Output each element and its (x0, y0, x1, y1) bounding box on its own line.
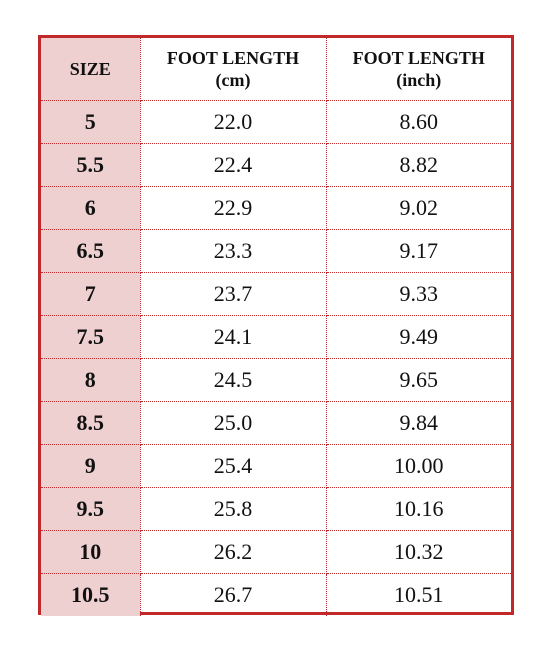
table-row: 5 22.0 8.60 (41, 100, 511, 144)
foot-length-inch-cell: 10.32 (326, 530, 511, 574)
size-cell: 7.5 (41, 315, 141, 359)
foot-length-inch-cell: 9.33 (326, 272, 511, 316)
foot-length-inch-cell: 9.84 (326, 401, 511, 445)
foot-length-inch-cell: 9.17 (326, 229, 511, 273)
table-row: 9 25.4 10.00 (41, 444, 511, 488)
foot-length-cm-cell: 22.0 (140, 100, 327, 144)
size-cell: 5.5 (41, 143, 141, 187)
table-row: 10 26.2 10.32 (41, 530, 511, 574)
foot-length-cm-cell: 25.8 (140, 487, 327, 531)
foot-length-cm-cell: 24.5 (140, 358, 327, 402)
table-row: 8 24.5 9.65 (41, 358, 511, 402)
foot-length-cm-cell: 23.7 (140, 272, 327, 316)
foot-length-cm-cell: 22.4 (140, 143, 327, 187)
foot-length-cm-cell: 22.9 (140, 186, 327, 230)
inch-header-line1: FOOT LENGTH (352, 47, 485, 68)
table-row: 6.5 23.3 9.17 (41, 229, 511, 273)
foot-length-inch-cell: 10.16 (326, 487, 511, 531)
size-chart-table: SIZE FOOT LENGTH (cm) FOOT LENGTH (inch)… (41, 38, 511, 616)
foot-length-inch-cell: 10.51 (394, 581, 444, 607)
cm-header-line2: (cm) (215, 69, 251, 90)
foot-length-inch-cell: 9.02 (326, 186, 511, 230)
table-row: 8.5 25.0 9.84 (41, 401, 511, 445)
table-row: 9.5 25.8 10.16 (41, 487, 511, 531)
size-cell: 8.5 (41, 401, 141, 445)
table-row: 10.5 26.7 10.51 (41, 573, 511, 616)
foot-length-cm-cell: 25.0 (140, 401, 327, 445)
size-cell: 6.5 (41, 229, 141, 273)
foot-length-cm-header: FOOT LENGTH (cm) (140, 38, 327, 101)
size-chart-frame: SIZE FOOT LENGTH (cm) FOOT LENGTH (inch)… (38, 35, 514, 616)
foot-length-cm-cell: 26.2 (140, 530, 327, 574)
size-cell: 6 (41, 186, 141, 230)
foot-length-cm-cell: 23.3 (140, 229, 327, 273)
cm-header-line1: FOOT LENGTH (166, 47, 300, 68)
foot-length-inch-cell: 10.00 (326, 444, 511, 488)
size-cell: 8 (41, 358, 141, 402)
foot-length-inch-cell: 9.65 (326, 358, 511, 402)
foot-length-inch-header: FOOT LENGTH (inch) (326, 38, 511, 101)
table-row: 7.5 24.1 9.49 (41, 315, 511, 359)
size-cell: 9 (41, 444, 141, 488)
size-cell: 10.5 (41, 573, 141, 616)
inch-header-line2: (inch) (396, 69, 442, 90)
foot-length-inch-cell: 9.49 (326, 315, 511, 359)
foot-length-cm-cell: 25.4 (140, 444, 327, 488)
header-row: SIZE FOOT LENGTH (cm) FOOT LENGTH (inch) (41, 38, 511, 101)
size-header-label: SIZE (69, 58, 111, 79)
size-cell: 10 (41, 530, 141, 574)
foot-length-cm-cell: 24.1 (140, 315, 327, 359)
size-column-header: SIZE (41, 38, 141, 101)
foot-length-inch-cell: 8.60 (326, 100, 511, 144)
table-row: 5.5 22.4 8.82 (41, 143, 511, 187)
size-cell: 5 (41, 100, 141, 144)
foot-length-cm-cell: 26.7 (140, 573, 327, 616)
table-row: 7 23.7 9.33 (41, 272, 511, 316)
foot-length-inch-cell: 8.82 (326, 143, 511, 187)
size-cell: 9.5 (41, 487, 141, 531)
table-row: 6 22.9 9.02 (41, 186, 511, 230)
size-cell: 7 (41, 272, 141, 316)
